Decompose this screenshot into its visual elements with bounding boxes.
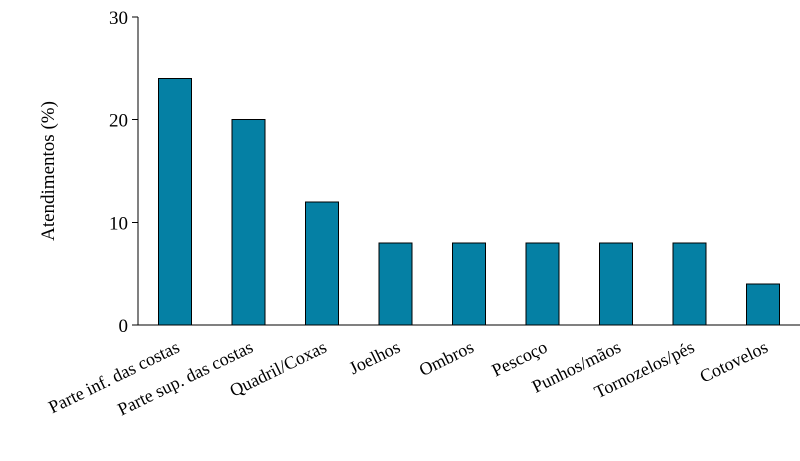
- x-tick-label: Joelhos: [346, 337, 403, 379]
- bar: [304, 201, 339, 326]
- bar: [452, 242, 486, 326]
- bar: [231, 119, 266, 326]
- bar: [157, 78, 192, 326]
- bar: [672, 242, 707, 326]
- bar: [378, 242, 413, 326]
- x-tick-label: Parte inf. das costas: [45, 337, 182, 418]
- y-tick-label: 0: [119, 316, 129, 337]
- y-tick-label: 20: [109, 111, 128, 132]
- y-tick-label: 10: [109, 213, 128, 234]
- bar: [599, 242, 634, 326]
- y-axis-label: Atendimentos (%): [38, 101, 59, 241]
- x-tick-label: Ombros: [416, 337, 477, 380]
- bar: [525, 242, 560, 326]
- y-ticks: 0 10 20 30: [109, 8, 138, 337]
- bars: [157, 78, 781, 326]
- bar: [746, 283, 781, 326]
- x-tick-label: Cotovelos: [697, 337, 771, 387]
- y-tick-label: 30: [109, 8, 128, 29]
